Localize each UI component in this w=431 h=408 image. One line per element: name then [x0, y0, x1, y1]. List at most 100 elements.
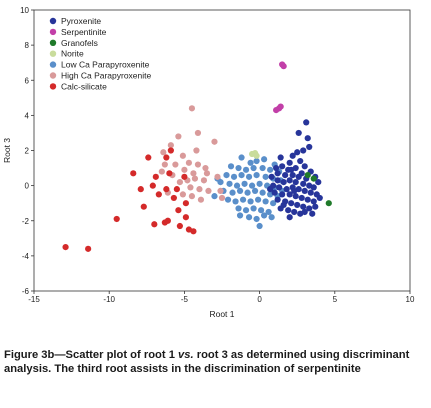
- legend-label: Low Ca Parapyroxenite: [61, 60, 150, 70]
- x-tick-label: -5: [181, 295, 189, 304]
- point-pyroxenite: [307, 189, 314, 196]
- point-calc-silicate: [145, 154, 152, 161]
- point-calc-silicate: [190, 228, 197, 235]
- point-low-ca-parapyroxenite: [244, 189, 251, 196]
- point-low-ca-parapyroxenite: [253, 157, 260, 165]
- legend-label: Granofels: [61, 38, 98, 48]
- point-low-ca-parapyroxenite: [250, 205, 257, 212]
- point-high-ca-parapyroxenite: [190, 170, 197, 177]
- point-low-ca-parapyroxenite: [270, 200, 277, 207]
- point-low-ca-parapyroxenite: [235, 164, 242, 172]
- point-calc-silicate: [170, 194, 177, 202]
- point-high-ca-parapyroxenite: [176, 179, 183, 186]
- y-tick-label: 8: [25, 41, 30, 50]
- point-serpentinite: [277, 103, 284, 110]
- point-pyroxenite: [295, 173, 302, 180]
- legend-label: Norite: [61, 49, 84, 59]
- legend-marker: [49, 28, 57, 36]
- caption-prefix: Figure 3b—Scatter plot of root 1: [4, 349, 179, 361]
- point-pyroxenite: [274, 170, 281, 177]
- point-low-ca-parapyroxenite: [241, 180, 248, 187]
- point-low-ca-parapyroxenite: [253, 171, 260, 179]
- point-high-ca-parapyroxenite: [205, 187, 212, 194]
- x-tick-label: -15: [28, 295, 40, 304]
- point-pyroxenite: [300, 147, 307, 154]
- x-axis-title: Root 1: [209, 309, 234, 319]
- point-high-ca-parapyroxenite: [187, 184, 194, 191]
- point-pyroxenite: [286, 214, 293, 221]
- point-low-ca-parapyroxenite: [261, 212, 268, 219]
- point-high-ca-parapyroxenite: [193, 147, 200, 154]
- point-low-ca-parapyroxenite: [253, 215, 260, 223]
- point-calc-silicate: [130, 170, 137, 177]
- point-high-ca-parapyroxenite: [185, 159, 193, 166]
- point-calc-silicate: [155, 191, 162, 198]
- y-tick-label: -4: [22, 252, 30, 261]
- point-pyroxenite: [288, 166, 295, 173]
- point-pyroxenite: [301, 187, 308, 194]
- point-pyroxenite: [289, 152, 296, 159]
- point-low-ca-parapyroxenite: [226, 180, 233, 187]
- point-pyroxenite: [291, 208, 298, 216]
- point-low-ca-parapyroxenite: [230, 173, 238, 180]
- point-low-ca-parapyroxenite: [261, 156, 268, 163]
- y-tick-label: -2: [22, 217, 30, 226]
- point-pyroxenite: [277, 205, 284, 212]
- point-low-ca-parapyroxenite: [238, 171, 245, 179]
- point-pyroxenite: [312, 203, 319, 210]
- point-low-ca-parapyroxenite: [239, 196, 247, 203]
- legend-marker: [49, 17, 57, 25]
- point-low-ca-parapyroxenite: [223, 171, 230, 179]
- x-tick-label: 5: [333, 295, 338, 304]
- x-tick-label: 0: [257, 295, 262, 304]
- point-high-ca-parapyroxenite: [188, 193, 196, 200]
- point-calc-silicate: [62, 243, 69, 251]
- point-calc-silicate: [173, 186, 180, 193]
- point-low-ca-parapyroxenite: [235, 205, 242, 212]
- point-pyroxenite: [303, 119, 310, 126]
- point-pyroxenite: [280, 179, 287, 186]
- legend-label: Pyroxenite: [61, 16, 101, 26]
- point-low-ca-parapyroxenite: [224, 196, 232, 203]
- axes: -15 -10 -5 0 5 10 -6 -4 -2 0 2 4 6 8 10 Root 1 Root 3: [2, 6, 415, 319]
- point-pyroxenite: [301, 163, 308, 170]
- point-high-ca-parapyroxenite: [218, 194, 226, 202]
- point-high-ca-parapyroxenite: [158, 168, 165, 175]
- point-high-ca-parapyroxenite: [167, 142, 174, 149]
- point-low-ca-parapyroxenite: [248, 182, 256, 189]
- point-pyroxenite: [286, 177, 293, 184]
- point-pyroxenite: [279, 191, 286, 198]
- point-pyroxenite: [297, 157, 304, 165]
- point-pyroxenite: [283, 186, 290, 193]
- point-serpentinite: [273, 107, 280, 114]
- point-low-ca-parapyroxenite: [242, 207, 250, 214]
- point-high-ca-parapyroxenite: [214, 173, 221, 180]
- point-high-ca-parapyroxenite: [160, 149, 167, 156]
- point-high-ca-parapyroxenite: [191, 175, 199, 182]
- y-axis-title: Root 3: [2, 138, 12, 163]
- point-high-ca-parapyroxenite: [175, 133, 182, 140]
- point-serpentinite: [280, 63, 287, 70]
- point-pyroxenite: [294, 201, 301, 209]
- point-pyroxenite: [292, 193, 299, 200]
- point-pyroxenite: [304, 135, 311, 142]
- y-tick-label: 6: [25, 76, 30, 85]
- point-pyroxenite: [310, 198, 317, 205]
- point-high-ca-parapyroxenite: [161, 161, 168, 168]
- x-tick-label: -10: [103, 295, 115, 304]
- point-pyroxenite: [310, 184, 317, 191]
- point-pyroxenite: [300, 203, 307, 210]
- point-pyroxenite: [285, 207, 292, 214]
- point-pyroxenite: [273, 164, 280, 172]
- point-calc-silicate: [163, 186, 170, 193]
- point-pyroxenite: [286, 191, 293, 198]
- point-high-ca-parapyroxenite: [196, 186, 203, 193]
- point-pyroxenite: [309, 210, 316, 217]
- point-pyroxenite: [279, 163, 286, 170]
- point-low-ca-parapyroxenite: [227, 163, 235, 170]
- point-granofels: [304, 171, 311, 179]
- legend-marker: [49, 83, 57, 90]
- y-tick-label: -6: [22, 287, 30, 296]
- point-low-ca-parapyroxenite: [247, 159, 254, 166]
- point-calc-silicate: [181, 173, 188, 180]
